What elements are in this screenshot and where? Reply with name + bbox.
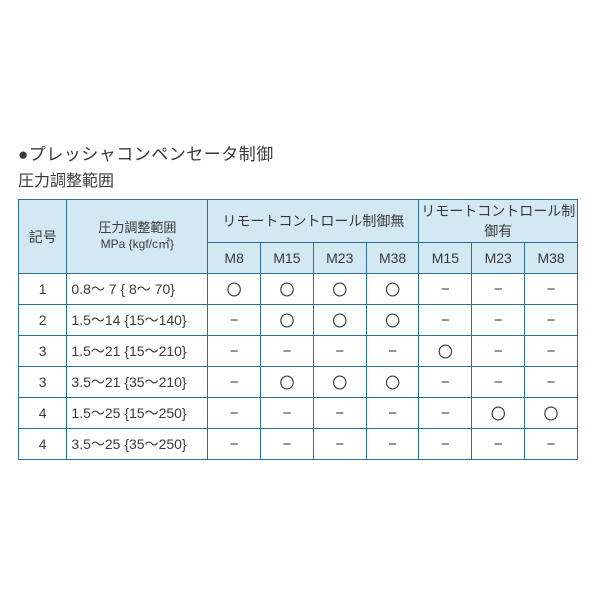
th-group-remote: リモートコントロール制御有 (419, 200, 578, 243)
cell-value: − (525, 429, 578, 460)
cell-value: 〇 (366, 367, 419, 398)
cell-value: 〇 (208, 274, 261, 305)
th-sub-no-remote: M15 (261, 243, 314, 274)
cell-range: 3.5～21 {35～210} (67, 367, 208, 398)
cell-value: − (366, 336, 419, 367)
cell-code: 2 (19, 305, 67, 336)
th-range-line1: 圧力調整範囲 (68, 221, 206, 236)
cell-range: 1.5～21 {15～210} (67, 336, 208, 367)
table-row: 3 3.5～21 {35～210} − 〇 〇 〇 − − − (19, 367, 578, 398)
th-sub-no-remote: M23 (313, 243, 366, 274)
cell-value: − (525, 305, 578, 336)
th-group-no-remote: リモートコントロール制御無 (208, 200, 419, 243)
cell-value: − (525, 274, 578, 305)
th-sub-no-remote: M8 (208, 243, 261, 274)
cell-range: 0.8～ 7 { 8～ 70} (67, 274, 208, 305)
table-header-row-1: 記号 圧力調整範囲 MPa {kgf/c㎡} リモートコントロール制御無 リモー… (19, 200, 578, 243)
cell-value: − (208, 305, 261, 336)
section-title: ●プレッシャコンペンセータ制御 (18, 140, 582, 165)
cell-value: − (208, 429, 261, 460)
cell-value: − (472, 367, 525, 398)
cell-range: 1.5～14 {15～140} (67, 305, 208, 336)
cell-value: − (419, 429, 472, 460)
cell-value: − (472, 336, 525, 367)
cell-value: − (419, 305, 472, 336)
cell-range: 3.5～25 {35～250} (67, 429, 208, 460)
cell-value: − (525, 336, 578, 367)
cell-value: − (208, 336, 261, 367)
cell-code: 1 (19, 274, 67, 305)
th-sub-no-remote: M38 (366, 243, 419, 274)
table-row: 3 1.5～21 {15～210} − − − − 〇 − − (19, 336, 578, 367)
cell-range: 1.5～25 {15～250} (67, 398, 208, 429)
cell-value: 〇 (261, 274, 314, 305)
cell-value: 〇 (313, 367, 366, 398)
cell-value: − (261, 336, 314, 367)
cell-value: − (313, 336, 366, 367)
cell-value: 〇 (313, 305, 366, 336)
cell-value: − (419, 398, 472, 429)
th-code: 記号 (19, 200, 67, 274)
cell-value: 〇 (472, 398, 525, 429)
cell-code: 4 (19, 398, 67, 429)
cell-value: − (261, 398, 314, 429)
cell-value: − (261, 429, 314, 460)
cell-value: 〇 (261, 305, 314, 336)
cell-value: − (525, 367, 578, 398)
cell-value: − (472, 305, 525, 336)
cell-value: 〇 (525, 398, 578, 429)
cell-value: 〇 (313, 274, 366, 305)
cell-value: 〇 (419, 336, 472, 367)
cell-code: 3 (19, 336, 67, 367)
cell-value: − (419, 367, 472, 398)
cell-value: − (208, 398, 261, 429)
table-row: 4 1.5～25 {15～250} − − − − − 〇 〇 (19, 398, 578, 429)
cell-value: − (472, 429, 525, 460)
cell-value: 〇 (261, 367, 314, 398)
pressure-range-table: 記号 圧力調整範囲 MPa {kgf/c㎡} リモートコントロール制御無 リモー… (18, 199, 578, 460)
th-range-line2: MPa {kgf/c㎡} (68, 235, 206, 252)
table-row: 4 3.5～25 {35～250} − − − − − − − (19, 429, 578, 460)
cell-value: − (472, 274, 525, 305)
cell-code: 4 (19, 429, 67, 460)
cell-value: − (313, 429, 366, 460)
cell-value: − (208, 367, 261, 398)
section-subtitle: 圧力調整範囲 (18, 167, 582, 191)
table-row: 1 0.8～ 7 { 8～ 70} 〇 〇 〇 〇 − − − (19, 274, 578, 305)
table-row: 2 1.5～14 {15～140} − 〇 〇 〇 − − − (19, 305, 578, 336)
cell-value: 〇 (366, 305, 419, 336)
cell-code: 3 (19, 367, 67, 398)
page: ●プレッシャコンペンセータ制御 圧力調整範囲 記号 圧力調整範囲 MPa {kg… (0, 0, 600, 600)
cell-value: − (419, 274, 472, 305)
cell-value: − (366, 429, 419, 460)
cell-value: − (366, 398, 419, 429)
th-range: 圧力調整範囲 MPa {kgf/c㎡} (67, 200, 208, 274)
th-sub-remote: M38 (525, 243, 578, 274)
cell-value: 〇 (366, 274, 419, 305)
th-sub-remote: M15 (419, 243, 472, 274)
cell-value: − (313, 398, 366, 429)
th-sub-remote: M23 (472, 243, 525, 274)
